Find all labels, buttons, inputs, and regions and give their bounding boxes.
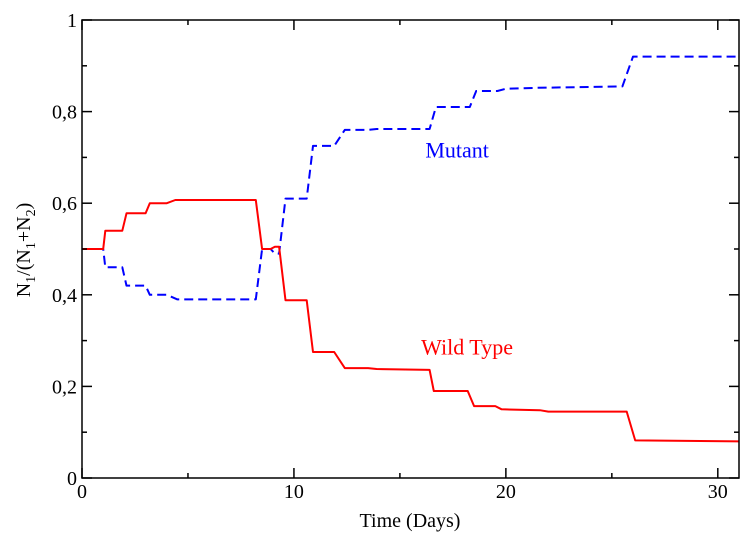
annotation-layer: Mutant Wild Type xyxy=(421,137,513,359)
y-axis-label-part: +N xyxy=(13,216,35,242)
y-tick-label: 0,2 xyxy=(52,376,77,398)
x-tick-label: 0 xyxy=(77,481,87,503)
plot-frame xyxy=(81,19,740,479)
y-axis-label-part: /(N xyxy=(13,249,35,276)
x-tick-label: 20 xyxy=(496,481,516,503)
y-axis-label-part: ) xyxy=(13,203,35,210)
y-tick-label: 1 xyxy=(67,10,77,32)
series-annotation: Wild Type xyxy=(421,334,513,359)
y-axis-label: N1/(N1+N2) xyxy=(13,203,39,298)
y-axis-label-part: N xyxy=(13,283,35,297)
y-tick-label: 0 xyxy=(67,468,77,490)
y-axis-label-subscript: 2 xyxy=(24,209,39,216)
x-axis-label: Time (Days) xyxy=(360,510,461,532)
series-annotation: Mutant xyxy=(425,137,489,162)
y-axis-label-subscript: 1 xyxy=(24,276,39,283)
y-axis-label-subscript: 1 xyxy=(24,242,39,249)
x-tick-label: 30 xyxy=(708,481,728,503)
y-tick-label: 0,4 xyxy=(52,285,77,307)
y-tick-label: 0,6 xyxy=(52,193,77,215)
series-line-wild-type xyxy=(82,199,740,443)
y-tick-label: 0,8 xyxy=(52,102,77,124)
series-line-mutant xyxy=(82,55,739,301)
x-tick-label: 10 xyxy=(284,481,304,503)
series-layer xyxy=(82,55,740,443)
